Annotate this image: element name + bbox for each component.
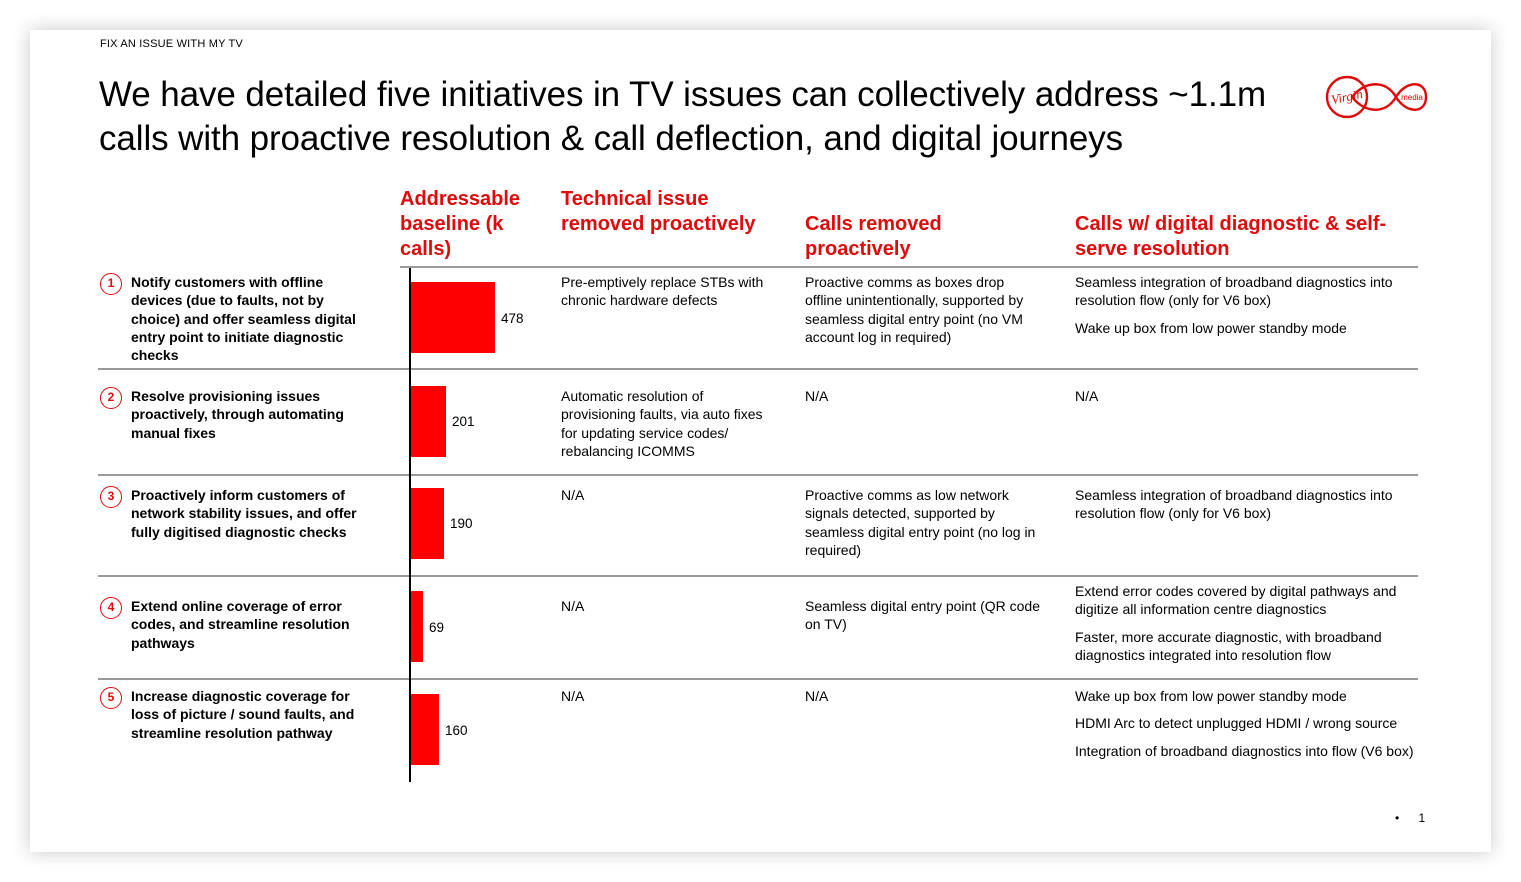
initiative-label: Proactively inform customers of network … — [131, 487, 357, 540]
page-number-value: 1 — [1418, 811, 1426, 825]
technical-cell: N/A — [561, 598, 585, 614]
digital-item: Seamless integration of broadband diagno… — [1075, 487, 1393, 522]
header-baseline: Addressable baseline (k calls) — [400, 188, 521, 260]
baseline-value-label: 201 — [452, 414, 475, 429]
header-rule — [400, 266, 1418, 268]
calls-removed-cell: N/A — [805, 388, 829, 404]
row-number: 4 — [100, 597, 122, 619]
digital-cell: Seamless integration of broadband diagno… — [1075, 486, 1415, 523]
digital-item: Seamless integration of broadband diagno… — [1075, 274, 1393, 309]
digital-cell: N/A — [1075, 387, 1415, 405]
baseline-value-label: 190 — [450, 516, 473, 531]
digital-cell: Wake up box from low power standby mode … — [1075, 687, 1415, 760]
digital-item: Faster, more accurate diagnostic, with b… — [1075, 628, 1382, 663]
digital-cell: Seamless integration of broadband diagno… — [1075, 273, 1415, 337]
baseline-bar — [411, 386, 446, 457]
row-number: 3 — [100, 486, 122, 508]
technical-cell: N/A — [561, 688, 585, 704]
calls-removed-cell: Seamless digital entry point (QR code on… — [805, 598, 1040, 633]
page-bullet: • — [1395, 811, 1400, 825]
row-divider — [98, 678, 1418, 680]
slide-title: We have detailed five initiatives in TV … — [99, 75, 1267, 158]
calls-removed-cell: Proactive comms as boxes drop offline un… — [805, 274, 1024, 345]
bar-axis — [409, 268, 411, 782]
digital-item: Integration of broadband diagnostics int… — [1075, 742, 1414, 759]
initiative-label: Extend online coverage of error codes, a… — [131, 598, 350, 651]
row-divider — [98, 575, 1418, 577]
header-technical: Technical issue removed proactively — [561, 188, 756, 235]
digital-item: Extend error codes covered by digital pa… — [1075, 583, 1397, 618]
baseline-value-label: 478 — [501, 311, 524, 326]
initiative-label: Resolve provisioning issues proactively,… — [131, 388, 344, 441]
row-number: 5 — [100, 687, 122, 709]
slide — [30, 30, 1491, 852]
row-number: 1 — [100, 273, 122, 295]
digital-cell: Extend error codes covered by digital pa… — [1075, 582, 1415, 664]
baseline-bar — [411, 282, 495, 353]
initiative-label: Notify customers with offline devices (d… — [131, 274, 356, 364]
initiative-label: Increase diagnostic coverage for loss of… — [131, 688, 355, 741]
technical-cell: N/A — [561, 487, 585, 503]
digital-item: Wake up box from low power standby mode — [1075, 319, 1347, 336]
virgin-media-logo: Virgin media — [1325, 75, 1428, 119]
baseline-bar — [411, 694, 439, 765]
row-divider — [98, 368, 1418, 370]
header-calls-removed: Calls removed proactively — [805, 213, 942, 260]
digital-item: HDMI Arc to detect unplugged HDMI / wron… — [1075, 715, 1398, 732]
digital-item: Wake up box from low power standby mode — [1075, 688, 1347, 704]
baseline-bar — [411, 591, 423, 662]
row-number: 2 — [100, 387, 122, 409]
technical-cell: Automatic resolution of provisioning fau… — [561, 388, 763, 459]
logo-brand-text: Virgin — [1330, 86, 1364, 107]
calls-removed-cell: Proactive comms as low network signals d… — [805, 487, 1036, 558]
technical-cell: Pre-emptively replace STBs with chronic … — [561, 274, 764, 309]
baseline-value-label: 160 — [445, 723, 468, 738]
baseline-bar — [411, 488, 444, 559]
digital-item: N/A — [1075, 388, 1099, 404]
header-digital: Calls w/ digital diagnostic & self-serve… — [1075, 213, 1387, 260]
calls-removed-cell: N/A — [805, 688, 829, 704]
logo-sub-text: media — [1401, 93, 1423, 102]
section-kicker: FIX AN ISSUE WITH MY TV — [100, 38, 243, 50]
page-number: • 1 — [1395, 811, 1425, 825]
row-divider — [98, 474, 1418, 476]
baseline-value-label: 69 — [429, 620, 445, 635]
